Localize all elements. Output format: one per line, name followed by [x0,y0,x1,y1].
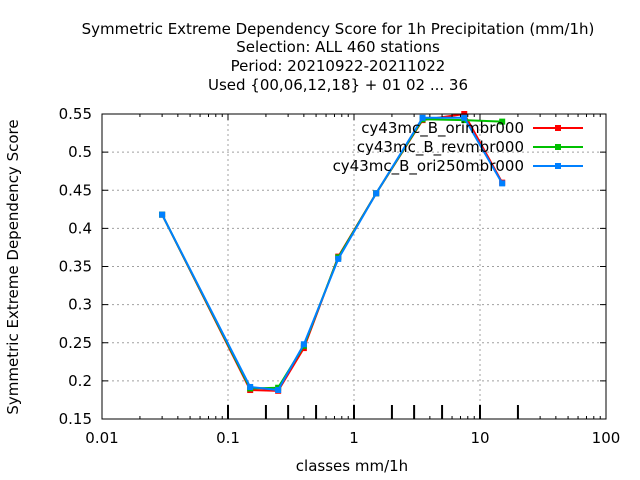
data-point [159,211,166,218]
legend-label: cy43mc_B_revmbr000 [357,138,524,157]
y-tick-labels: 0.15 0.2 0.25 0.3 0.35 0.4 0.45 0.5 0.55 [59,105,92,428]
data-point [275,387,282,394]
data-point [247,383,254,390]
title-line-4: Used {00,06,12,18} + 01 02 ... 36 [208,76,468,94]
data-point [419,114,426,121]
x-tick-label: 10 [470,429,489,447]
y-tick-label: 0.5 [68,143,92,161]
data-point [373,190,380,197]
legend-label: cy43mc_B_orimbr000 [361,119,524,138]
title-line-3: Period: 20210922-20211022 [231,57,446,75]
y-tick-label: 0.25 [59,334,92,352]
title-line-2: Selection: ALL 460 stations [236,38,440,56]
y-tick-label: 0.3 [68,296,92,314]
axis-ticks [101,113,607,420]
x-tick-label: 0.01 [85,429,118,447]
data-point [499,118,506,125]
x-tick-label: 1 [349,429,359,447]
data-point [335,255,342,262]
y-axis-label: Symmetric Extreme Dependency Score [4,119,22,414]
grid [102,114,606,419]
y-tick-label: 0.55 [59,105,92,123]
y-tick-label: 0.45 [59,181,92,199]
legend-marker [555,163,561,169]
y-tick-label: 0.35 [59,258,92,276]
x-tick-label: 100 [592,429,621,447]
series-lines [159,111,506,394]
legend: cy43mc_B_orimbr000cy43mc_B_revmbr000cy43… [333,119,583,176]
y-tick-label: 0.2 [68,372,92,390]
x-tick-label: 0.1 [216,429,240,447]
x-tick-labels: 0.01 0.1 1 10 100 [85,429,620,447]
y-tick-label: 0.15 [59,410,92,428]
legend-label: cy43mc_B_ori250mbr000 [333,157,524,176]
data-point [300,341,307,348]
data-point [461,114,468,121]
data-point [499,180,506,187]
y-tick-label: 0.4 [68,219,92,237]
x-axis-label: classes mm/1h [296,457,408,475]
legend-marker [555,144,561,150]
legend-marker [555,125,561,131]
chart-title: Symmetric Extreme Dependency Score for 1… [82,20,595,94]
title-line-1: Symmetric Extreme Dependency Score for 1… [82,20,595,38]
